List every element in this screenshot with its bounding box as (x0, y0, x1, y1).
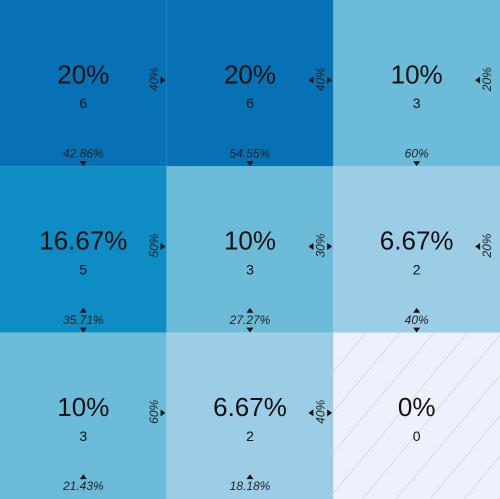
cell-1-0: 16.67% 5 35.71% 50% (0, 166, 167, 333)
column-percent: 27.27% (229, 313, 271, 327)
cell-count: 3 (246, 262, 254, 278)
row-left-arrow (308, 409, 314, 417)
cell-count: 5 (79, 262, 87, 278)
column-down-arrow (413, 327, 421, 333)
column-percent: 18.18% (230, 479, 271, 493)
cell-background (0, 332, 167, 499)
row-right-arrow (327, 243, 333, 250)
row-percent: 60% (147, 400, 161, 424)
cell-2-1: 6.67% 2 18.18% 40% (166, 332, 334, 499)
row-right-arrow (327, 409, 333, 417)
cell-0-1: 20% 6 54.55% 40% (166, 0, 334, 167)
cell-background (166, 332, 334, 499)
cell-count: 6 (79, 95, 87, 111)
cell-percent: 6.67% (213, 392, 287, 422)
column-up-arrow (246, 474, 254, 480)
column-up-arrow (79, 474, 87, 480)
cell-percent: 6.67% (380, 226, 454, 256)
row-left-arrow (475, 243, 481, 250)
cell-percent: 20% (224, 59, 276, 89)
cell-2-0: 10% 3 21.43% 60% (0, 332, 167, 499)
cell-2-2: 0%0 (333, 332, 500, 499)
row-left-arrow (475, 76, 481, 84)
cell-0-0: 20% 6 42.86% 40% (0, 0, 167, 167)
row-left-arrow (308, 76, 314, 84)
cell-count: 0 (413, 428, 421, 444)
cell-percent: 0% (398, 392, 436, 422)
column-percent: 42.86% (63, 147, 104, 161)
cell-background (333, 166, 500, 333)
column-percent: 35.71% (63, 313, 104, 327)
cell-background (166, 166, 334, 333)
row-right-arrow (160, 76, 166, 84)
row-percent: 30% (314, 233, 328, 257)
row-percent: 20% (480, 67, 494, 92)
column-percent: 21.43% (62, 479, 104, 493)
cell-background (333, 0, 500, 167)
cell-percent: 10% (224, 226, 276, 256)
cell-count: 2 (246, 428, 254, 444)
column-up-arrow (246, 307, 254, 313)
column-down-arrow (79, 161, 87, 167)
row-left-arrow (308, 243, 314, 250)
row-percent: 40% (314, 67, 328, 91)
cell-0-2: 10% 3 60% 20% (333, 0, 500, 167)
cell-count: 3 (413, 95, 421, 111)
cell-percent: 10% (391, 59, 443, 89)
column-percent: 54.55% (230, 147, 271, 161)
row-right-arrow (327, 76, 333, 84)
cell-percent: 16.67% (39, 226, 127, 256)
column-down-arrow (246, 327, 254, 333)
cell-1-2: 6.67% 2 40% 20% (333, 166, 500, 333)
cell-hatch (333, 332, 500, 499)
row-right-arrow (160, 243, 166, 250)
cell-background (0, 166, 167, 333)
row-percent: 40% (314, 400, 328, 424)
column-down-arrow (413, 161, 421, 167)
column-down-arrow (79, 327, 87, 333)
column-percent: 60% (405, 147, 429, 161)
row-percent: 40% (147, 67, 161, 91)
cell-percent: 20% (57, 59, 109, 89)
cell-percent: 10% (57, 392, 109, 422)
column-up-arrow (79, 307, 87, 313)
column-down-arrow (246, 161, 254, 167)
row-percent: 50% (147, 233, 161, 257)
cell-background (166, 0, 334, 167)
cell-1-1: 10% 3 27.27% 30% (166, 166, 334, 333)
row-right-arrow (160, 409, 166, 417)
column-up-arrow (413, 307, 421, 313)
column-percent: 40% (405, 313, 429, 327)
cell-count: 6 (246, 95, 254, 111)
cell-count: 3 (79, 428, 87, 444)
cell-background (0, 0, 167, 167)
cell-count: 2 (413, 262, 421, 278)
row-percent: 20% (480, 233, 494, 258)
